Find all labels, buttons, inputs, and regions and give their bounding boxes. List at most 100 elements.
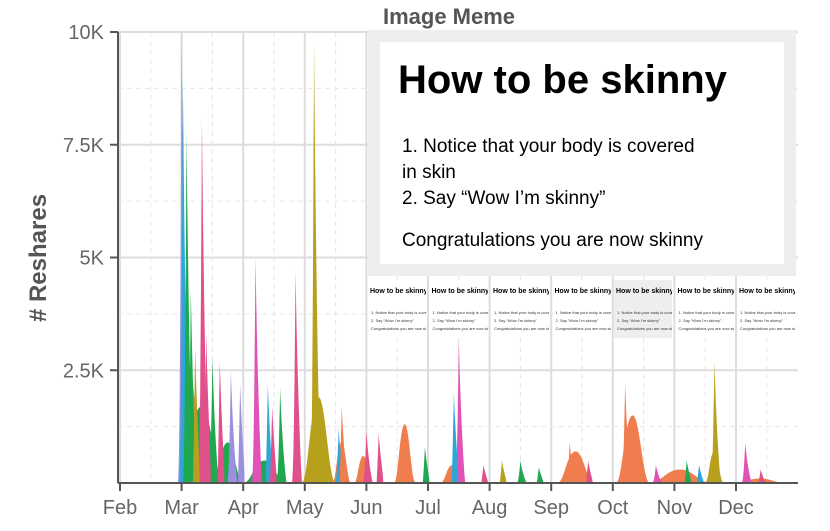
x-tick-label-apr: Apr <box>228 497 259 519</box>
meme-step-1: 1. Notice that your body is covered <box>402 136 695 157</box>
x-tick-label-sep: Sep <box>533 497 569 519</box>
x-tick-label-jul: Jul <box>415 497 441 519</box>
reshare-spike <box>227 370 238 483</box>
meme-thumbnail-line: 1. Notice that your body is covered <box>555 310 611 315</box>
x-tick-label-oct: Oct <box>597 497 629 519</box>
reshare-spike <box>399 424 411 483</box>
meme-thumbnail-line: 2. Say “Wow I’m skinny” <box>555 318 599 323</box>
reshare-spike <box>204 334 211 483</box>
reshare-spike <box>310 41 321 484</box>
reshare-hump <box>615 415 650 483</box>
meme-thumbnail-line: Congratulations you are now skinny <box>432 326 488 331</box>
y-tick-label: 7.5K <box>63 135 105 157</box>
meme-congrats: Congratulations you are now skinny <box>402 230 704 251</box>
reshare-spike <box>251 257 263 483</box>
meme-thumbnail-line: 1. Notice that your body is covered <box>371 310 426 315</box>
reshare-spike <box>451 392 459 483</box>
reshare-spike <box>652 464 663 483</box>
reshare-spike <box>339 406 347 483</box>
reshare-spike <box>696 464 704 483</box>
x-ticks: Feb Mar Apr May Jun Jul Aug Sep Oct Nov Dec <box>103 483 754 519</box>
reshare-spike <box>481 464 488 483</box>
reshare-spike <box>586 460 593 483</box>
meme-card-large-inner <box>380 42 784 264</box>
y-tick-label: 5K <box>80 248 105 270</box>
meme-thumbnail-line: 2. Say “Wow I’m skinny” <box>432 318 476 323</box>
meme-thumbnail-title: How to be skinny <box>370 288 426 295</box>
x-tick-label-feb: Feb <box>103 497 137 519</box>
reshare-spike <box>684 460 692 483</box>
meme-thumbnail: How to be skinny 1. Notice that your body… <box>491 280 549 338</box>
x-tick-label-mar: Mar <box>164 497 199 519</box>
reshare-spike <box>334 428 346 483</box>
meme-card-large: How to be skinny 1. Notice that your bod… <box>368 30 796 276</box>
reshare-spike <box>455 338 466 483</box>
meme-thumbnail-line: 1. Notice that your body is covered <box>617 310 672 315</box>
reshare-spike <box>758 469 766 483</box>
meme-thumbnail-line: Congratulations you are now skinny <box>371 326 426 331</box>
reshare-spike <box>621 383 632 483</box>
meme-thumbnail-line: Congratulations you are now skinny <box>740 326 795 331</box>
reshare-spike <box>208 356 220 483</box>
reshare-hump <box>649 469 712 483</box>
meme-thumbnail-line: 2. Say “Wow I’m skinny” <box>494 318 537 323</box>
meme-thumbnail-line: 1. Notice that your body is covered <box>740 310 795 315</box>
x-tick-label-aug: Aug <box>472 497 508 519</box>
reshare-hump <box>557 451 595 483</box>
reshare-areas <box>177 32 786 484</box>
meme-thumbnail-line: 2. Say “Wow I’m skinny” <box>678 318 722 323</box>
reshare-spike <box>565 442 577 483</box>
meme-thumbnail-line: Congratulations you are now skinny <box>555 326 611 331</box>
reshare-spike <box>710 361 722 483</box>
reshare-spike <box>499 460 507 483</box>
meme-thumbnail-title: How to be skinny <box>616 288 672 295</box>
reshare-spike <box>536 467 544 483</box>
reshare-spike <box>188 289 196 483</box>
meme-thumbnail-title: How to be skinny <box>739 288 795 295</box>
reshare-spike <box>276 388 287 483</box>
reshare-spike <box>179 72 190 484</box>
reshare-spike <box>291 271 303 483</box>
meme-step-1-cont: in skin <box>402 162 456 183</box>
meme-thumbnail-line: 2. Say “Wow I’m skinny” <box>371 318 414 323</box>
meme-thumbnail-line: 1. Notice that your body is covered <box>432 310 488 315</box>
meme-thumbnail: How to be skinny 1. Notice that your body… <box>552 280 611 338</box>
reshare-spike <box>422 446 430 483</box>
x-tick-label-nov: Nov <box>657 497 693 519</box>
y-tick-label: 10K <box>68 22 104 44</box>
reshare-spike <box>182 131 194 483</box>
meme-step-2: 2. Say “Wow I’m skinny” <box>402 188 606 209</box>
meme-thumbnail: How to be skinny 1. Notice that your body… <box>368 280 426 338</box>
meme-thumbnail-line: Congratulations you are now skinny <box>678 326 734 331</box>
meme-thumbnail-line: Congratulations you are now skinny <box>617 326 672 331</box>
reshare-spike <box>269 406 277 483</box>
meme-thumbnail: How to be skinny 1. Notice that your body… <box>429 280 488 338</box>
reshare-spike <box>376 433 384 483</box>
meme-thumbnail-title: How to be skinny <box>677 288 734 295</box>
y-ticks: 2.5K 5K 7.5K 10K <box>63 22 118 382</box>
reshare-spike <box>198 117 209 483</box>
meme-thumbnail-title: How to be skinny <box>554 288 611 295</box>
reshare-spike <box>516 460 528 483</box>
meme-title: How to be skinny <box>398 58 727 102</box>
meme-thumbnail-title: How to be skinny <box>493 288 549 295</box>
meme-thumbnail: How to be skinny 1. Notice that your body… <box>614 280 672 338</box>
meme-thumbnail-line: 2. Say “Wow I’m skinny” <box>740 318 783 323</box>
reshare-spike <box>217 361 225 483</box>
meme-thumbnail: How to be skinny 1. Notice that your body… <box>737 280 795 338</box>
meme-thumbnail: How to be skinny 1. Notice that your body… <box>675 280 734 338</box>
meme-thumbnail-title: How to be skinny <box>431 288 488 295</box>
y-axis-label: # Reshares <box>25 194 52 322</box>
x-tick-label-jun: Jun <box>350 497 382 519</box>
reshare-spike <box>192 347 200 483</box>
x-tick-label-may: May <box>286 497 324 519</box>
chart-title: Image Meme <box>383 4 515 29</box>
x-tick-label-dec: Dec <box>718 497 754 519</box>
reshare-spike <box>741 442 752 483</box>
meme-thumbnail-line: Congratulations you are now skinny <box>494 326 549 331</box>
meme-thumbnail-line: 1. Notice that your body is covered <box>494 310 549 315</box>
y-tick-label: 2.5K <box>63 360 105 382</box>
reshare-spike <box>237 383 245 483</box>
meme-thumbnail-line: 1. Notice that your body is covered <box>678 310 734 315</box>
meme-thumbnail-line: 2. Say “Wow I’m skinny” <box>617 318 660 323</box>
